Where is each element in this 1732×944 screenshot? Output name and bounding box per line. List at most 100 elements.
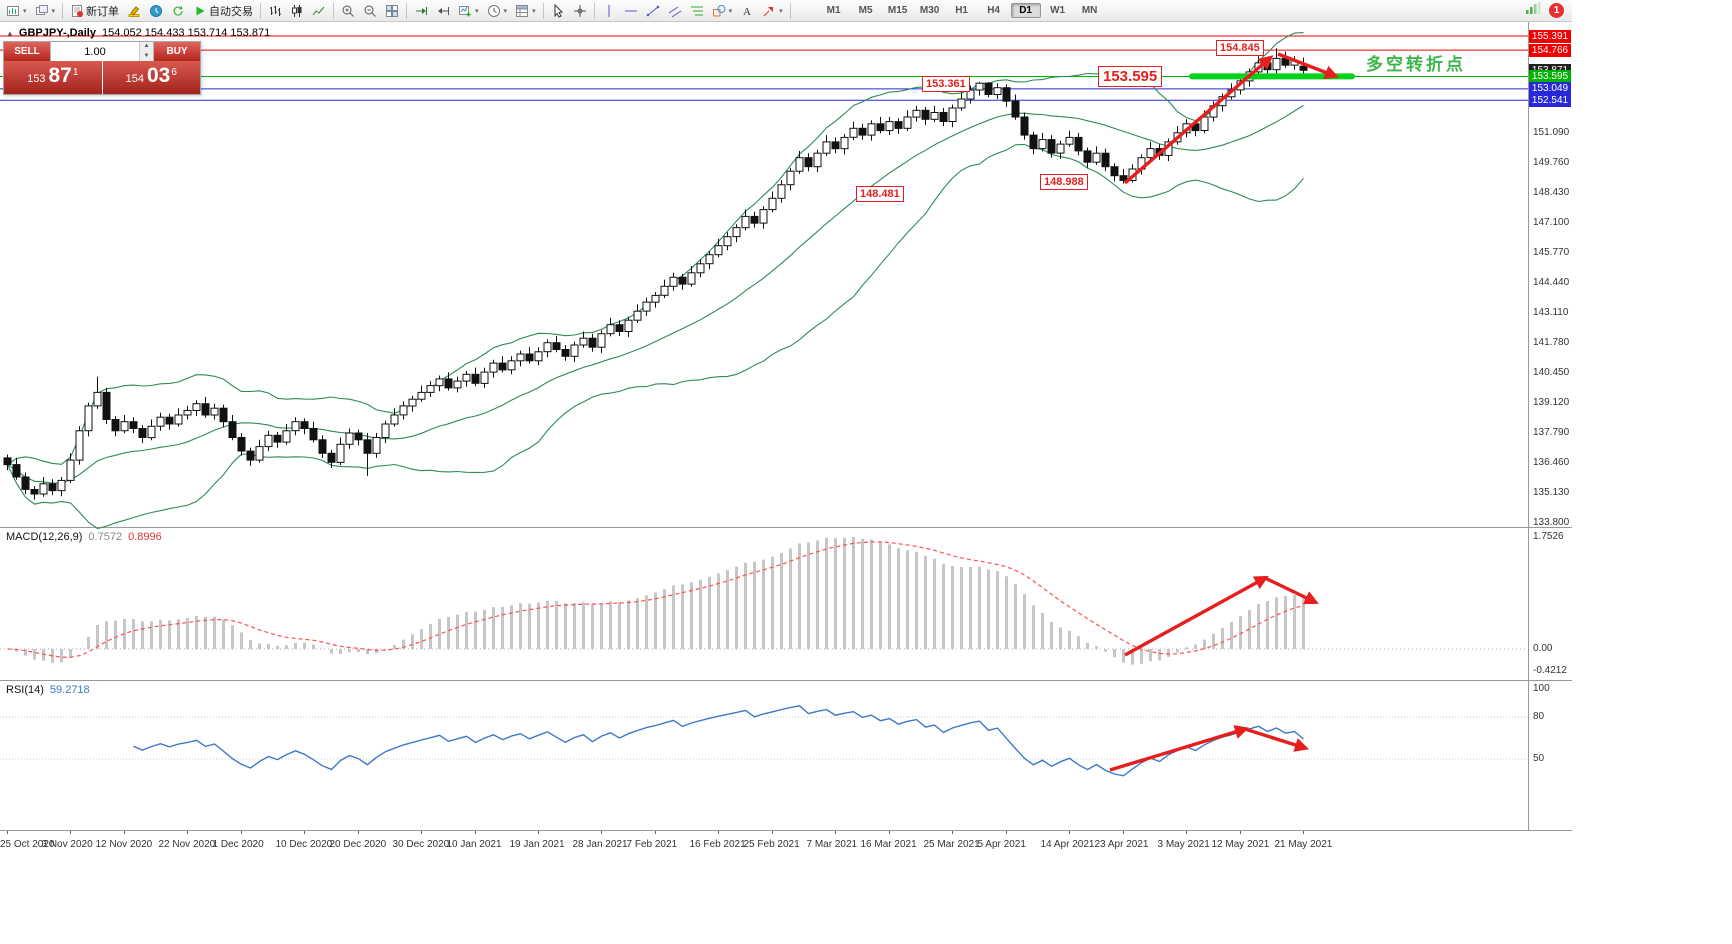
trendline-icon	[646, 5, 659, 16]
macd-name: MACD(12,26,9)	[6, 531, 83, 543]
candlestick-icon	[292, 4, 302, 17]
timeframe-w1[interactable]: W1	[1050, 5, 1066, 16]
toolbar-separator	[789, 2, 791, 19]
text-icon: A	[743, 6, 751, 18]
market-watch-button[interactable]	[145, 1, 167, 21]
timeframe-buttons: M1 M5 M15 M30 H1 H4 D1 W1 MN	[818, 3, 1106, 18]
templates-button[interactable]: ▾	[511, 1, 540, 21]
line-chart-icon	[312, 6, 325, 15]
volume-spinner	[139, 42, 153, 61]
channel-button[interactable]	[664, 1, 686, 21]
zoom-out-button[interactable]	[359, 1, 381, 21]
tile-windows-icon	[386, 4, 399, 17]
bollinger-lower	[7, 143, 1304, 530]
timeframe-m5[interactable]: M5	[858, 5, 873, 16]
zoom-in-button[interactable]	[337, 1, 359, 21]
toolbar-icons: ▾ ▾ 新订单 自动交易 ▾ ▾ ▾ ▾ A ▾	[2, 1, 794, 21]
chevron-down-icon: ▾	[779, 7, 783, 15]
auto-scroll-button[interactable]	[410, 1, 432, 21]
toolbar-right: 1	[1525, 1, 1570, 20]
periods-button[interactable]: ▾	[483, 1, 512, 21]
chart-canvas[interactable]	[0, 0, 1572, 862]
channel-icon	[668, 6, 681, 17]
price-level-lines[interactable]	[0, 35, 1528, 101]
pane-separators	[0, 22, 1572, 831]
macd-indicator-label: MACD(12,26,9) 0.7572 0.8996	[6, 531, 162, 543]
crosshair-button[interactable]	[569, 1, 591, 21]
symbol-label: GBPJPY-,Daily	[18, 27, 96, 39]
bid-price-main: 153	[27, 73, 46, 85]
new-chart-button[interactable]: ▾	[2, 1, 31, 21]
svg-text:A: A	[743, 6, 751, 18]
shapes-button[interactable]: ▾	[708, 1, 737, 21]
new-order-button[interactable]: 新订单	[66, 1, 123, 21]
indicators-icon	[459, 5, 471, 16]
timeframe-h4[interactable]: H4	[987, 5, 1000, 16]
trendline-button[interactable]	[642, 1, 664, 21]
text-button[interactable]: A	[736, 1, 758, 21]
timeframe-m15[interactable]: M15	[887, 5, 908, 16]
profiles-button[interactable]: ▾	[31, 1, 60, 21]
timeframe-m30[interactable]: M30	[919, 5, 940, 16]
timeframe-m1[interactable]: M1	[826, 5, 841, 16]
indicators-button[interactable]: ▾	[454, 1, 483, 21]
timeframe-d1[interactable]: D1	[1010, 3, 1041, 18]
templates-icon	[516, 4, 529, 17]
cursor-button[interactable]	[547, 1, 569, 21]
autotrading-button[interactable]: 自动交易	[189, 1, 257, 21]
candles-layer	[3, 48, 1308, 500]
ask-price-big: 03	[146, 64, 171, 87]
horizontal-line-icon	[624, 10, 637, 11]
refresh-icon	[173, 5, 183, 16]
arrows-button[interactable]: ▾	[758, 1, 787, 21]
timeframe-h1[interactable]: H1	[955, 5, 968, 16]
periods-icon	[487, 4, 500, 17]
bar-chart-button[interactable]	[264, 1, 286, 21]
rsi-line	[133, 705, 1304, 777]
fibonacci-icon	[690, 6, 703, 15]
bid-price-sup: 1	[72, 67, 79, 78]
fibonacci-button[interactable]	[686, 1, 708, 21]
auto-scroll-icon	[416, 6, 428, 15]
sell-button[interactable]: SELL	[4, 42, 50, 61]
toolbar: ▾ ▾ 新订单 自动交易 ▾ ▾ ▾ ▾ A ▾ M1 M5 M15 M30 H1 H4 D1 W1 MN 1	[0, 0, 1572, 22]
horizontal-line-button[interactable]	[620, 1, 642, 21]
rsi-value: 59.2718	[49, 684, 90, 696]
timeframe-mn[interactable]: MN	[1081, 5, 1098, 16]
refresh-button[interactable]	[167, 1, 189, 21]
chart-shift-button[interactable]	[432, 1, 454, 21]
zoom-out-icon	[364, 5, 376, 17]
metaeditor-icon	[128, 5, 140, 17]
crosshair-icon	[573, 4, 586, 17]
candlestick-button[interactable]	[286, 1, 308, 21]
volume-down-icon[interactable]	[140, 51, 153, 61]
chevron-down-icon: ▾	[23, 7, 27, 15]
new-order-icon	[72, 4, 84, 17]
ask-price[interactable]: 154 03 6	[102, 61, 200, 94]
arrows-icon	[763, 6, 774, 16]
chevron-down-icon: ▾	[475, 7, 479, 15]
bid-price[interactable]: 153 87 1	[4, 61, 103, 94]
toolbar-separator	[406, 2, 408, 19]
chevron-down-icon: ▾	[728, 7, 733, 15]
chevron-down-icon: ▾	[503, 7, 508, 15]
trend-arrows[interactable]	[1109, 52, 1339, 772]
volume-input[interactable]	[51, 42, 139, 61]
notifications-badge[interactable]: 1	[1549, 3, 1564, 18]
ask-price-sup: 6	[171, 67, 177, 78]
collapse-panel-icon[interactable]	[6, 27, 19, 39]
macd-histogram	[15, 537, 1305, 665]
line-chart-button[interactable]	[308, 1, 330, 21]
tile-windows-button[interactable]	[381, 1, 403, 21]
market-watch-icon	[150, 4, 163, 17]
vertical-line-button[interactable]	[598, 1, 620, 21]
bar-chart-icon	[270, 5, 282, 16]
metaeditor-button[interactable]	[123, 1, 145, 21]
buy-button[interactable]: BUY	[154, 42, 200, 61]
trend-note-text[interactable]: 多空转折点	[1366, 55, 1466, 74]
toolbar-separator	[593, 2, 595, 19]
rsi-name: RSI(14)	[6, 684, 44, 696]
volume-up-icon[interactable]	[140, 42, 153, 52]
